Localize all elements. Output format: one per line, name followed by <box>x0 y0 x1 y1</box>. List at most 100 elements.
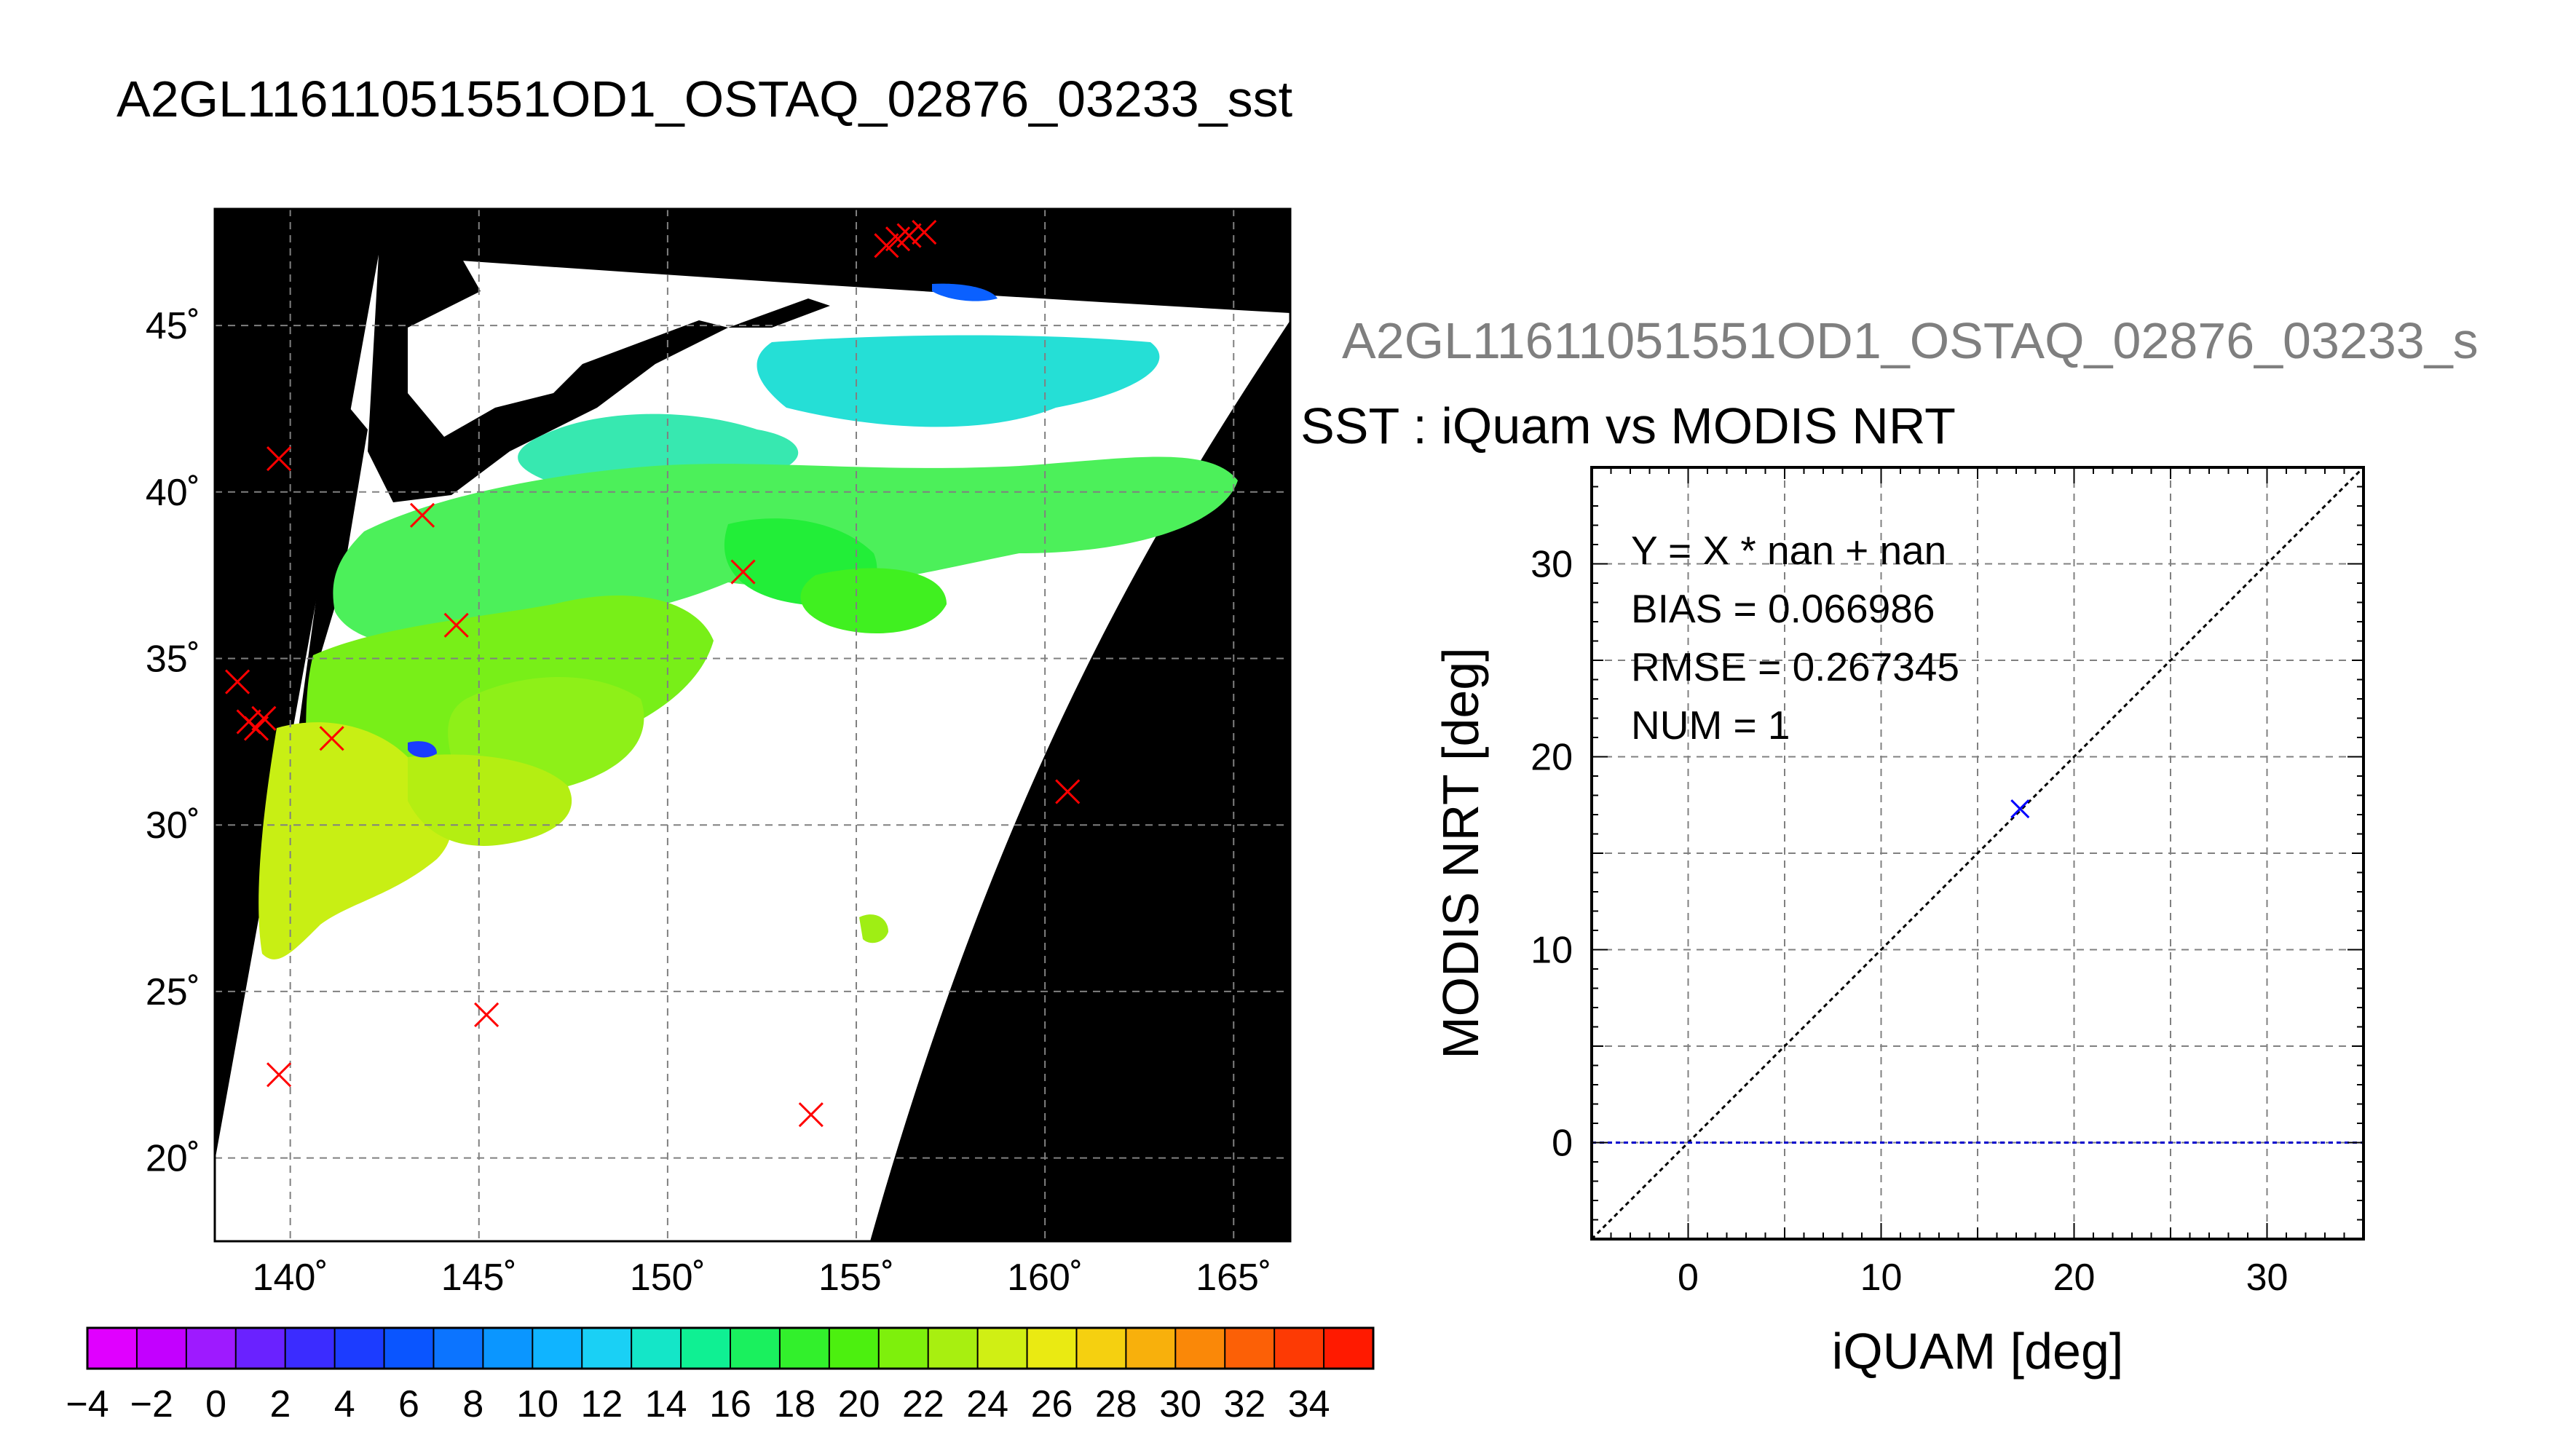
matchup-marker <box>225 669 250 695</box>
one-to-one-line <box>1590 466 2365 1241</box>
colorbar-swatch <box>631 1328 682 1369</box>
lon-tick-label: 150˚ <box>630 1257 706 1299</box>
scatter-ticks: 0 10 20 30 0 10 20 30 <box>1531 467 2364 1299</box>
colorbar-swatch <box>1324 1328 1374 1369</box>
scatter-plot: SST : iQuam vs MODIS NRT 0 10 20 300102030 … <box>1300 397 2365 1380</box>
land-strip <box>299 408 368 728</box>
colorbar-tick-label: 16 <box>709 1383 751 1425</box>
lat-tick-label: 30˚ <box>146 804 200 847</box>
y-axis-label: MODIS NRT [deg] <box>1432 647 1489 1059</box>
x-tick-label: 0 <box>1678 1257 1699 1299</box>
matchup-marker <box>266 446 292 472</box>
colorbar-tick-label: 26 <box>1031 1383 1073 1425</box>
lat-tick-label: 20˚ <box>146 1138 200 1180</box>
matchup-marker <box>243 716 269 741</box>
colorbar-swatch <box>730 1328 781 1369</box>
matchup-marker <box>266 1062 292 1088</box>
colorbar-tick-label: 34 <box>1288 1383 1330 1425</box>
scatter-title: SST : iQuam vs MODIS NRT <box>1300 397 1956 454</box>
colorbar-tick-label: 10 <box>516 1383 558 1425</box>
colorbar-tick-label: 6 <box>398 1383 419 1425</box>
colorbar-swatch <box>483 1328 533 1369</box>
colorbar-swatch <box>285 1328 336 1369</box>
colorbar-tick-label: 28 <box>1095 1383 1137 1425</box>
colorbar-swatch <box>1126 1328 1176 1369</box>
x-tick-label: 30 <box>2246 1257 2289 1299</box>
sst-field <box>258 283 1239 960</box>
colorbar-tick-label: 8 <box>462 1383 483 1425</box>
colorbar-swatch <box>977 1328 1028 1369</box>
colorbar-tick-label: 22 <box>902 1383 944 1425</box>
lat-tick-label: 40˚ <box>146 472 200 514</box>
colorbar-swatch <box>878 1328 929 1369</box>
scatter-point <box>2010 799 2030 819</box>
matchup-marker <box>874 233 899 258</box>
lon-tick-label: 165˚ <box>1196 1257 1271 1299</box>
colorbar-swatch <box>928 1328 979 1369</box>
scatter-points <box>2010 799 2030 819</box>
map-tick-labels: 140˚ 145˚ 150˚ 155˚ 160˚ 165˚ 45˚ 40˚ 35˚ 30˚ 25˚ 2… <box>146 305 1271 1299</box>
x-axis-label: iQUAM [deg] <box>1832 1323 2124 1380</box>
colorbar-swatch <box>1274 1328 1324 1369</box>
colorbar: −4 −2 0 2 4 6 8 10 12 14 16 18 20 22 24 26 28 30 32 34 <box>66 1326 1375 1425</box>
colorbar-swatch <box>235 1328 286 1369</box>
y-tick-label: 30 <box>1531 544 1573 586</box>
colorbar-swatch <box>433 1328 483 1369</box>
y-tick-label: 10 <box>1531 930 1573 972</box>
lat-tick-label: 25˚ <box>146 971 200 1013</box>
stat-rmse: RMSE = 0.267345 <box>1631 644 1959 689</box>
stats-box: Y = X * nan + nan BIAS = 0.066986 RMSE =… <box>1631 528 1959 748</box>
matchup-marker <box>912 219 937 245</box>
land-honshu <box>368 240 728 502</box>
colorbar-swatch <box>681 1328 731 1369</box>
colorbar-swatch <box>334 1328 385 1369</box>
land-kamchatka-fragment <box>728 298 830 328</box>
colorbar-swatch <box>136 1328 187 1369</box>
matchup-marker <box>896 223 922 248</box>
colorbar-swatch <box>1175 1328 1225 1369</box>
matchup-markers <box>225 219 1081 1128</box>
lon-tick-label: 155˚ <box>818 1257 894 1299</box>
colorbar-swatch <box>87 1328 138 1369</box>
lon-tick-label: 160˚ <box>1007 1257 1083 1299</box>
matchup-marker <box>1055 779 1081 804</box>
x-tick-label: 20 <box>2053 1257 2096 1299</box>
colorbar-tick-label: −4 <box>66 1383 108 1425</box>
colorbar-tick-label: 30 <box>1159 1383 1201 1425</box>
colorbar-tick-label: 14 <box>645 1383 687 1425</box>
colorbar-swatch <box>779 1328 830 1369</box>
scatter-reference-lines <box>1590 466 2365 1241</box>
matchup-marker <box>319 726 344 751</box>
colorbar-tick-label: 32 <box>1223 1383 1265 1425</box>
matchup-marker <box>443 612 469 638</box>
lat-tick-label: 45˚ <box>146 305 200 347</box>
lat-tick-label: 35˚ <box>146 638 200 681</box>
colorbar-tick-label: 4 <box>334 1383 355 1425</box>
colorbar-swatch <box>1076 1328 1126 1369</box>
colorbar-swatch <box>1027 1328 1077 1369</box>
stat-bias: BIAS = 0.066986 <box>1631 586 1935 631</box>
colorbar-tick-label: 12 <box>580 1383 623 1425</box>
x-tick-label: 10 <box>1860 1257 1903 1299</box>
colorbar-swatch <box>1225 1328 1275 1369</box>
map-title: A2GL11611051551OD1_OSTAQ_02876_03233_sst <box>117 71 1293 127</box>
colorbar-tick-label: −2 <box>130 1383 173 1425</box>
matchup-marker <box>251 705 277 731</box>
colorbar-swatch <box>582 1328 632 1369</box>
colorbar-swatch <box>384 1328 434 1369</box>
scatter-file-header: A2GL11611051551OD1_OSTAQ_02876_03233_s <box>1342 312 2479 369</box>
matchup-marker <box>409 502 435 528</box>
map-gridlines <box>215 209 1290 1241</box>
colorbar-swatch <box>532 1328 583 1369</box>
colorbar-tick-label: 18 <box>773 1383 816 1425</box>
colorbar-tick-label: 20 <box>838 1383 880 1425</box>
stat-num: NUM = 1 <box>1631 703 1790 748</box>
lon-tick-label: 145˚ <box>441 1257 517 1299</box>
colorbar-swatch <box>829 1328 880 1369</box>
colorbar-tick-label: 24 <box>966 1383 1008 1425</box>
colorbar-tick-label: 0 <box>205 1383 226 1425</box>
map-frame <box>213 207 1292 1243</box>
matchup-marker <box>730 559 756 585</box>
matchup-marker <box>798 1102 824 1128</box>
